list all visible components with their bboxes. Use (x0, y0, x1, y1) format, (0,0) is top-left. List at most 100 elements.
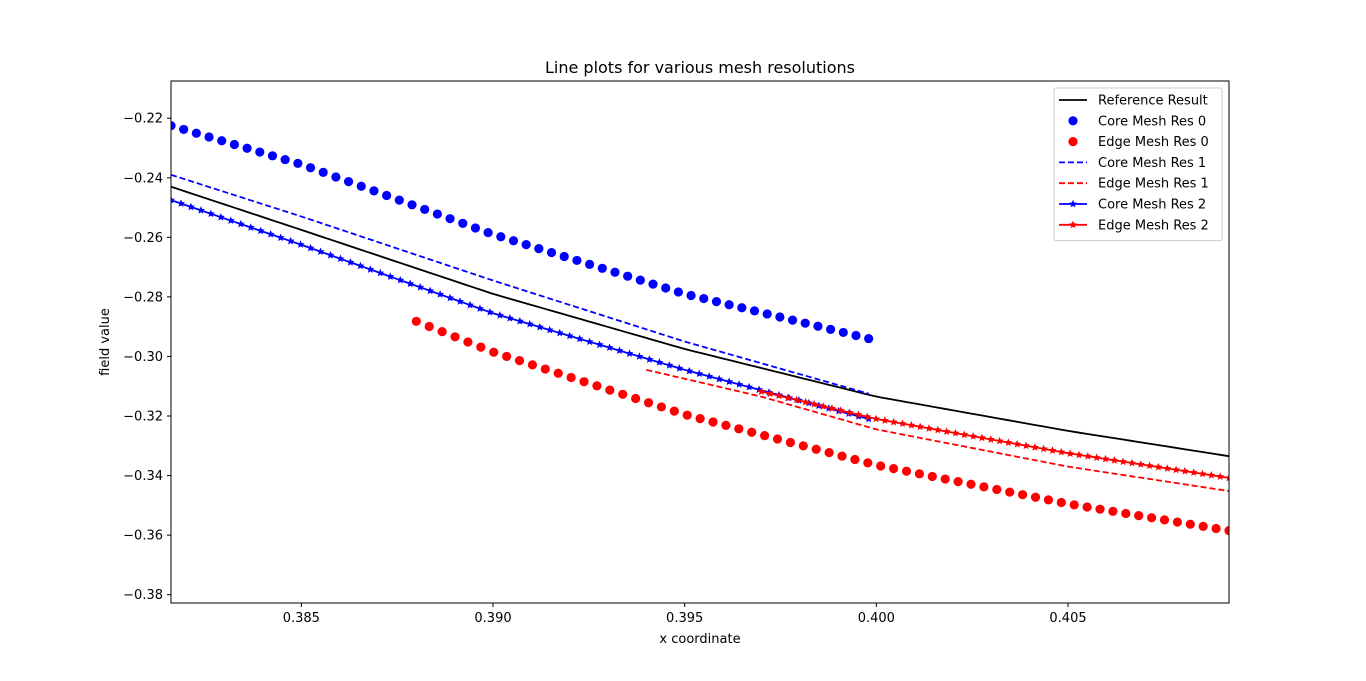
point-edge-mesh-res-2-45 (1154, 462, 1163, 471)
point-edge-mesh-res-0-21 (682, 410, 692, 420)
point-core-mesh-res-0-16 (369, 186, 379, 196)
series-group (171, 121, 1229, 536)
point-core-mesh-res-2-29 (456, 297, 465, 305)
point-core-mesh-res-2-10 (266, 230, 275, 238)
point-core-mesh-res-2-40 (565, 331, 574, 340)
point-core-mesh-res-2-15 (316, 247, 325, 256)
point-core-mesh-res-0-24 (470, 223, 481, 233)
point-core-mesh-res-2-35 (515, 316, 524, 325)
point-edge-mesh-res-2-48 (1180, 466, 1189, 475)
y-tick-label-4: −0.30 (123, 350, 163, 365)
point-edge-mesh-res-0-41 (940, 474, 950, 484)
point-edge-mesh-res-2-4 (792, 395, 801, 404)
point-core-mesh-res-2-49 (655, 358, 664, 366)
y-tick-label-6: −0.34 (123, 469, 163, 484)
point-edge-mesh-res-0-49 (1043, 495, 1054, 505)
point-core-mesh-res-2-25 (416, 283, 425, 291)
point-core-mesh-res-0-17 (382, 190, 392, 201)
point-edge-mesh-res-2-32 (1039, 444, 1048, 453)
point-edge-mesh-res-0-0 (411, 316, 421, 326)
point-edge-mesh-res-2-19 (924, 424, 933, 432)
legend-item-edge-mesh-res-0: Edge Mesh Res 0 (1068, 135, 1209, 150)
legend-swatch-marker-edge-mesh-res-2 (1069, 220, 1077, 229)
point-edge-mesh-res-2-31 (1030, 443, 1039, 451)
point-edge-mesh-res-2-53 (1225, 473, 1229, 482)
point-edge-mesh-res-2-24 (969, 432, 978, 440)
point-edge-mesh-res-0-51 (1069, 500, 1079, 510)
point-core-mesh-res-0-11 (305, 163, 316, 173)
point-core-mesh-res-0-49 (787, 315, 798, 325)
point-core-mesh-res-2-55 (715, 374, 724, 383)
point-edge-mesh-res-2-38 (1092, 453, 1101, 462)
point-edge-mesh-res-0-14 (592, 381, 602, 391)
point-core-mesh-res-0-53 (838, 327, 848, 338)
y-tick-label-8: −0.38 (123, 588, 163, 603)
point-core-mesh-res-2-46 (625, 349, 634, 357)
point-core-mesh-res-0-6 (242, 143, 252, 153)
point-core-mesh-res-0-27 (508, 236, 519, 246)
point-core-mesh-res-2-19 (356, 261, 365, 270)
point-core-mesh-res-0-37 (635, 275, 645, 285)
point-core-mesh-res-0-8 (267, 151, 278, 161)
point-edge-mesh-res-2-6 (810, 399, 819, 408)
point-edge-mesh-res-0-63 (1224, 526, 1229, 536)
point-core-mesh-res-2-48 (645, 355, 654, 363)
y-tick-label-2: −0.26 (123, 231, 163, 246)
series-reference-result (171, 185, 1229, 458)
point-core-mesh-res-2-52 (685, 366, 694, 375)
point-core-mesh-res-2-24 (406, 279, 415, 288)
point-core-mesh-res-0-35 (610, 267, 620, 277)
legend-label-edge-mesh-res-1: Edge Mesh Res 1 (1098, 177, 1209, 192)
point-core-mesh-res-0-45 (737, 303, 747, 313)
point-edge-mesh-res-0-4 (463, 337, 473, 347)
point-edge-mesh-res-2-21 (942, 427, 951, 435)
point-core-mesh-res-0-31 (559, 251, 569, 262)
point-core-mesh-res-0-1 (179, 124, 189, 135)
point-core-mesh-res-0-29 (534, 244, 544, 254)
legend-label-core-mesh-res-1: Core Mesh Res 1 (1098, 156, 1206, 171)
point-edge-mesh-res-2-2 (774, 391, 783, 400)
legend-item-edge-mesh-res-1: Edge Mesh Res 1 (1059, 177, 1209, 192)
legend-label-edge-mesh-res-2: Edge Mesh Res 2 (1098, 218, 1209, 233)
point-edge-mesh-res-0-50 (1056, 497, 1066, 508)
point-edge-mesh-res-0-35 (863, 458, 873, 468)
point-edge-mesh-res-0-23 (708, 417, 718, 427)
series-line-reference-result (171, 185, 1229, 458)
point-edge-mesh-res-0-37 (889, 464, 899, 474)
point-core-mesh-res-0-26 (496, 232, 506, 242)
point-edge-mesh-res-0-56 (1134, 511, 1144, 521)
point-core-mesh-res-0-51 (813, 321, 823, 331)
point-edge-mesh-res-0-20 (669, 406, 679, 416)
point-edge-mesh-res-0-12 (566, 372, 576, 383)
point-edge-mesh-res-2-29 (1013, 439, 1022, 448)
point-edge-mesh-res-0-24 (721, 420, 731, 430)
point-edge-mesh-res-0-3 (450, 332, 460, 342)
point-edge-mesh-res-2-35 (1066, 449, 1075, 457)
point-core-mesh-res-0-42 (699, 293, 709, 304)
point-core-mesh-res-0-52 (826, 324, 836, 334)
point-core-mesh-res-0-0 (171, 121, 176, 131)
point-core-mesh-res-2-32 (485, 307, 494, 316)
point-edge-mesh-res-2-18 (916, 422, 925, 431)
point-core-mesh-res-0-54 (851, 330, 861, 341)
point-core-mesh-res-0-39 (661, 283, 671, 293)
point-edge-mesh-res-0-62 (1211, 523, 1221, 534)
legend-label-core-mesh-res-0: Core Mesh Res 0 (1098, 114, 1206, 129)
point-edge-mesh-res-2-47 (1172, 465, 1181, 474)
point-core-mesh-res-0-19 (407, 200, 417, 210)
point-core-mesh-res-0-5 (229, 139, 240, 150)
point-edge-mesh-res-2-36 (1075, 450, 1083, 459)
point-core-mesh-res-0-4 (217, 136, 227, 146)
point-core-mesh-res-0-47 (762, 309, 772, 319)
legend-item-edge-mesh-res-2: Edge Mesh Res 2 (1059, 218, 1209, 233)
series-core-mesh-res-0 (171, 121, 874, 344)
point-edge-mesh-res-2-37 (1083, 452, 1092, 460)
point-edge-mesh-res-0-16 (618, 389, 628, 399)
point-core-mesh-res-0-30 (546, 247, 557, 258)
x-tick-label-0: 0.385 (283, 611, 320, 626)
point-edge-mesh-res-0-45 (992, 484, 1002, 495)
point-edge-mesh-res-0-36 (876, 461, 886, 471)
legend-swatch-marker-edge-mesh-res-0 (1068, 137, 1078, 147)
point-core-mesh-res-0-43 (711, 297, 722, 307)
point-core-mesh-res-2-12 (286, 236, 295, 245)
